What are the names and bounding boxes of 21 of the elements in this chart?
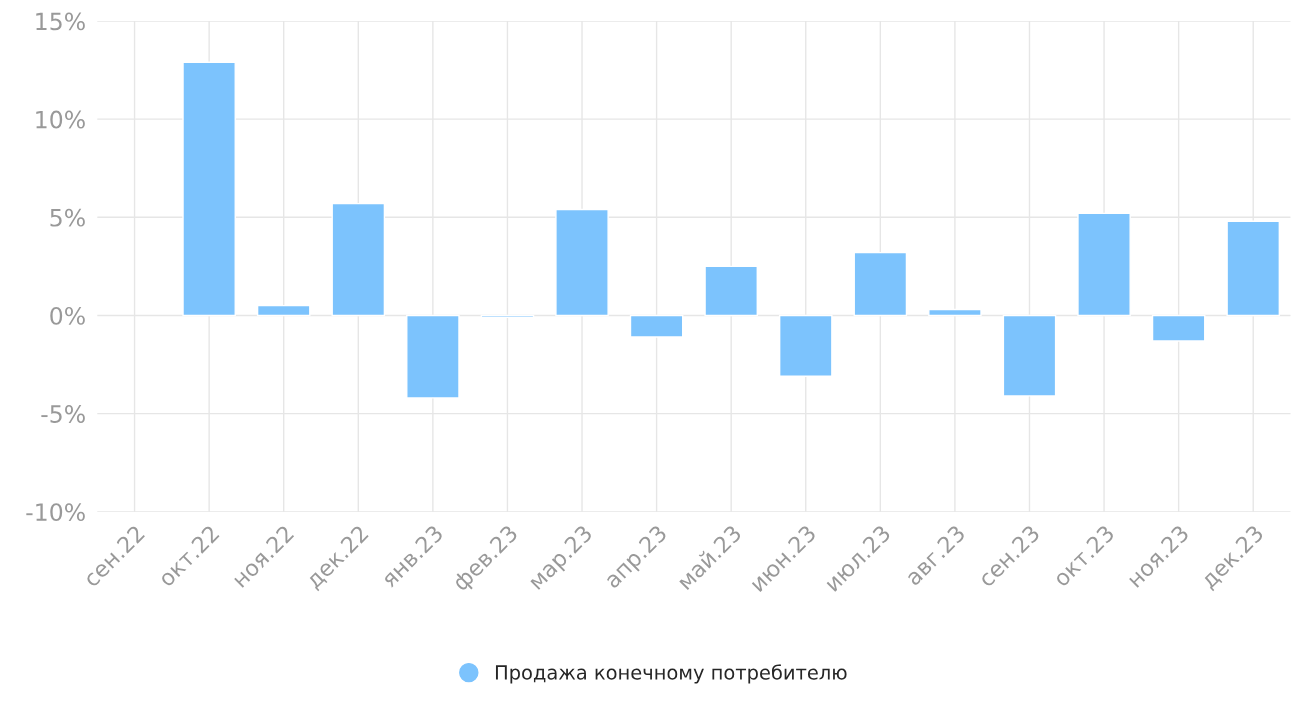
bar [182,61,236,317]
y-tick-label: 10% [36,110,85,129]
bar [778,314,833,377]
y-tick-label: -5% [41,405,85,423]
y-tick-label: 15% [36,12,85,31]
y-tick-label: 0% [50,306,85,325]
bar [256,304,311,317]
bar [1226,220,1281,317]
legend-label: Продажа конечному потребителю [495,664,847,684]
bar [1077,212,1131,317]
bar [704,265,758,317]
bar [853,251,908,317]
y-tick-label: 5% [50,208,85,227]
bar [331,202,386,317]
bar [629,314,684,338]
bar [406,314,460,399]
bar [555,208,609,317]
y-tick-label: -10% [26,503,85,522]
bar [928,308,982,317]
bar [1002,314,1057,397]
bar [1151,314,1206,342]
